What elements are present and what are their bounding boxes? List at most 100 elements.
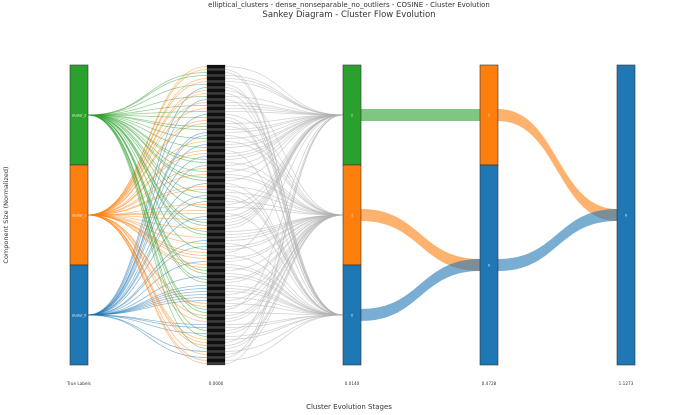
flow-line-true-to-singleton (87, 114, 208, 283)
singleton-node (206, 310, 226, 315)
singleton-node (206, 280, 226, 285)
flow-line-singleton-to-cluster (224, 174, 344, 216)
singleton-node (206, 181, 226, 186)
node-label: cluster_0 (72, 314, 86, 318)
singleton-node (206, 325, 226, 330)
flow-line-singleton-to-cluster (224, 114, 344, 216)
singleton-node (206, 184, 226, 189)
cluster-node (479, 164, 499, 366)
singleton-node (206, 292, 226, 297)
flow-line-true-to-singleton (87, 114, 208, 250)
node-label: 2 (351, 113, 353, 117)
singleton-node (206, 130, 226, 135)
singleton-node (206, 148, 226, 153)
flow-layer (87, 66, 617, 364)
singleton-node (206, 343, 226, 348)
singleton-node (206, 319, 226, 324)
singleton-node (206, 349, 226, 354)
flow-line-true-to-singleton (87, 156, 208, 316)
stage-tick-label: 0.4728 (482, 381, 497, 386)
flow-line-true-to-singleton (87, 214, 208, 364)
singleton-node (206, 223, 226, 228)
singleton-node (206, 178, 226, 183)
singleton-node (206, 154, 226, 159)
singleton-node (206, 67, 226, 72)
flow-band (498, 209, 617, 271)
flow-line-true-to-singleton (87, 114, 208, 349)
flow-line-true-to-singleton (87, 314, 208, 358)
flow-line-true-to-singleton (87, 114, 208, 235)
node-label: 1 (351, 214, 353, 218)
singleton-node (206, 205, 226, 210)
flow-line-singleton-to-cluster (224, 111, 344, 116)
singleton-node (206, 256, 226, 261)
singleton-node (206, 193, 226, 198)
flow-line-true-to-singleton (87, 87, 208, 316)
singleton-node (206, 286, 226, 291)
flow-line-singleton-to-cluster (224, 66, 344, 116)
stage-tick-label: True Labels (66, 381, 91, 386)
singleton-node (206, 88, 226, 93)
singleton-node (206, 157, 226, 162)
singleton-node (206, 226, 226, 231)
flow-line-singleton-to-cluster (224, 243, 344, 316)
singleton-node (206, 238, 226, 243)
singleton-node (206, 85, 226, 90)
flow-line-singleton-to-cluster (224, 99, 344, 316)
singleton-node (206, 220, 226, 225)
singleton-node (206, 169, 226, 174)
node-label: 0 (488, 263, 490, 267)
flow-line-true-to-singleton (87, 314, 208, 352)
singleton-node (206, 358, 226, 363)
singleton-node (206, 340, 226, 345)
node-layer (69, 64, 636, 366)
singleton-node (206, 334, 226, 339)
cluster-node (616, 64, 636, 366)
singleton-node (206, 232, 226, 237)
flow-line-true-to-singleton (87, 276, 208, 316)
flow-line-singleton-to-cluster (224, 214, 344, 334)
flow-line-singleton-to-cluster (224, 141, 344, 216)
flow-line-true-to-singleton (87, 214, 208, 268)
singleton-node (206, 139, 226, 144)
singleton-node (206, 211, 226, 216)
singleton-node (206, 115, 226, 120)
flow-line-true-to-singleton (87, 84, 208, 116)
flow-line-true-to-singleton (87, 153, 208, 216)
flow-line-true-to-singleton (87, 72, 208, 116)
label-layer: cluster_2 cluster_1 cluster_0 2 1 0 1 0 0 True La… (66, 113, 634, 386)
singleton-node (206, 355, 226, 360)
flow-line-true-to-singleton (87, 99, 208, 316)
chart-title: Sankey Diagram - Cluster Flow Evolution (262, 10, 436, 20)
singleton-node (206, 268, 226, 273)
singleton-node (206, 145, 226, 150)
singleton-node (206, 136, 226, 141)
singleton-node (206, 163, 226, 168)
singleton-node (206, 274, 226, 279)
singleton-node (206, 91, 226, 96)
singleton-node (206, 160, 226, 165)
singleton-node (206, 259, 226, 264)
stage-tick-label: 0.0140 (345, 381, 360, 386)
flow-line-singleton-to-cluster (224, 177, 344, 216)
singleton-node (206, 208, 226, 213)
singleton-node (206, 247, 226, 252)
singleton-node (206, 82, 226, 87)
singleton-node (206, 97, 226, 102)
singleton-node (206, 217, 226, 222)
flow-line-singleton-to-cluster (224, 114, 344, 157)
singleton-node (206, 79, 226, 84)
singleton-node (206, 313, 226, 318)
flow-line-singleton-to-cluster (224, 314, 344, 361)
flow-line-singleton-to-cluster (224, 114, 344, 253)
singleton-node (206, 322, 226, 327)
singleton-node (206, 196, 226, 201)
singleton-node (206, 70, 226, 75)
flow-line-true-to-singleton (87, 201, 208, 316)
singleton-node (206, 328, 226, 333)
singleton-node (206, 166, 226, 171)
singleton-node (206, 337, 226, 342)
flow-line-singleton-to-cluster (224, 81, 344, 116)
singleton-node (206, 118, 226, 123)
